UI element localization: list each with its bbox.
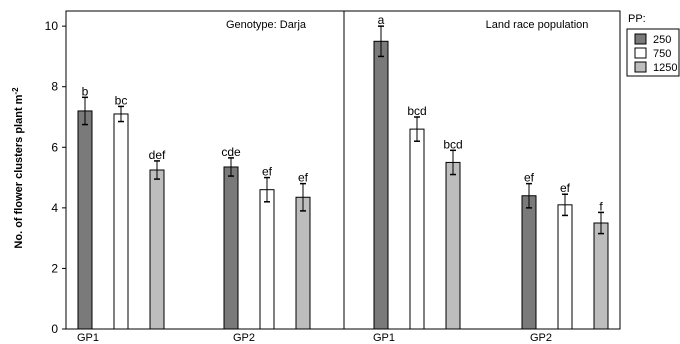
legend-label: 250 <box>653 34 671 46</box>
x-group-label: GP1 <box>373 332 395 344</box>
significance-letter: bc <box>115 93 128 107</box>
y-tick-label: 4 <box>51 201 58 215</box>
significance-letter: ef <box>262 165 273 179</box>
significance-letter: ef <box>560 181 571 195</box>
legend-label: 1250 <box>653 62 677 74</box>
x-group-label: GP2 <box>233 332 255 344</box>
y-axis-label-superscript: -2 <box>11 87 20 95</box>
significance-letter: cde <box>221 145 241 159</box>
plot-frame <box>65 10 621 330</box>
significance-letter: ef <box>524 171 535 185</box>
bar <box>373 40 389 330</box>
y-tick-label: 2 <box>51 261 58 275</box>
x-axis-group-labels: GP1 GP2 GP1 GP2 <box>77 332 552 344</box>
significance-letter: b <box>82 84 89 98</box>
legend-title: PP: <box>628 13 646 25</box>
legend-label: 750 <box>653 48 671 60</box>
legend-swatch <box>634 47 647 59</box>
panel-titles: Genotype: Darja Land race population <box>226 19 588 31</box>
y-tick-label: 10 <box>45 19 59 33</box>
legend: PP: 250 750 1250 <box>626 13 680 77</box>
significance-letter: bcd <box>407 104 426 118</box>
bar <box>445 161 461 330</box>
bar <box>593 222 609 330</box>
panel-title: Land race population <box>486 19 589 31</box>
y-axis: 0 2 4 6 8 10 <box>45 19 66 336</box>
significance-letter: f <box>599 199 603 213</box>
y-axis-label-text: No. of flower clusters plant m <box>13 94 25 248</box>
bar <box>409 128 425 330</box>
bar <box>113 113 129 330</box>
bar <box>149 169 165 330</box>
significance-letter: a <box>378 13 385 27</box>
x-group-label: GP1 <box>77 332 99 344</box>
significance-letter: ef <box>298 171 309 185</box>
bar <box>223 166 239 330</box>
y-axis-label: No. of flower clusters plant m-2 <box>11 87 25 249</box>
bar <box>259 189 275 330</box>
x-group-label: GP2 <box>530 332 552 344</box>
panel-title: Genotype: Darja <box>226 19 307 31</box>
significance-letter: def <box>149 148 166 162</box>
significance-letter: bcd <box>443 137 462 151</box>
legend-swatch <box>634 33 647 45</box>
bar <box>521 195 537 330</box>
y-tick-label: 6 <box>51 140 58 154</box>
bar <box>77 110 93 330</box>
y-tick-label: 0 <box>51 322 58 336</box>
y-tick-label: 8 <box>51 80 58 94</box>
bar <box>295 196 311 330</box>
bar <box>557 204 573 330</box>
plot-border <box>65 10 621 330</box>
legend-swatch <box>634 61 647 73</box>
